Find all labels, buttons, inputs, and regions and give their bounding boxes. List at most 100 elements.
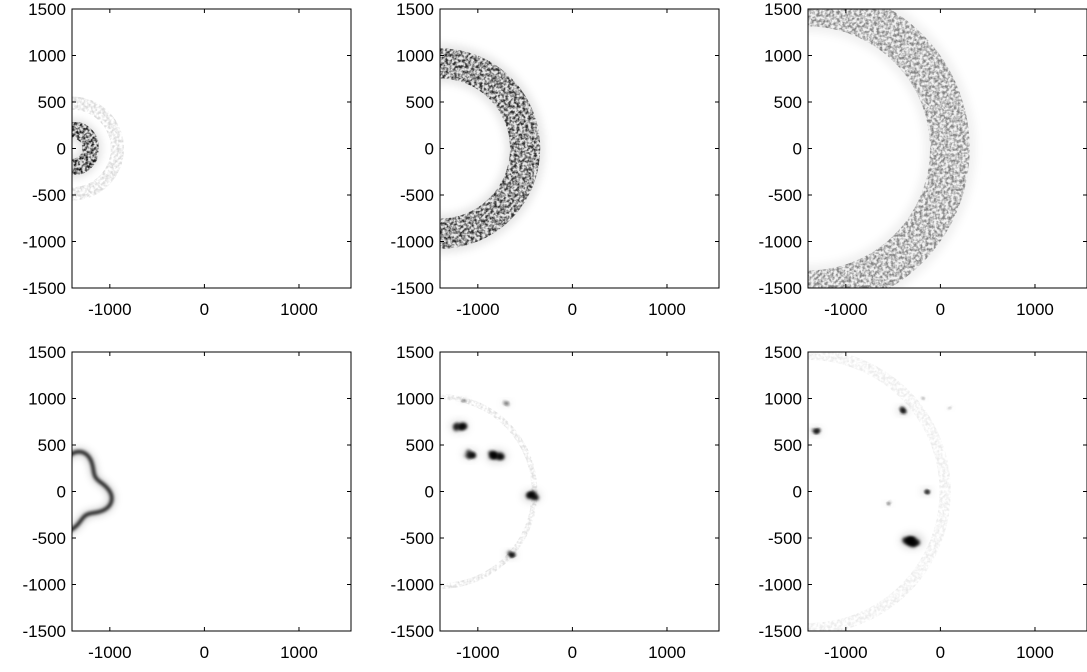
y-tick-label: 0: [793, 483, 802, 502]
x-tick-label: -1000: [824, 643, 867, 662]
y-tick-label: -1500: [23, 622, 66, 641]
intensity-map: [72, 448, 115, 533]
clump-blob: [466, 449, 473, 455]
clump-blob: [901, 409, 906, 414]
plot-background: [440, 9, 719, 288]
heatmap-panel-bottom-right: -1000 0 1000 1500 1000 500 0 -500 -1000 -1500: [759, 343, 1087, 662]
x-tick-label: 1000: [648, 643, 686, 662]
y-tick-label: -500: [32, 186, 66, 205]
x-tick-label: 1000: [1016, 643, 1054, 662]
heatmap-panel-bottom-left: -1000 0 1000 1500 1000 500 0 -500 -1000 -1500: [23, 343, 352, 662]
clump-blob: [509, 552, 515, 557]
y-tick-label: 0: [425, 140, 434, 159]
y-tick-label: -500: [32, 529, 66, 548]
y-tick-label: -1000: [759, 233, 802, 252]
x-tick-label: 0: [936, 643, 945, 662]
y-tick-label: 1000: [28, 390, 66, 409]
y-tick-label: 1000: [396, 390, 434, 409]
heatmap-panel-top-middle: -1000 0 1000 1500 1000 500 0 -500 -1000 -1500: [391, 0, 720, 319]
faint-halo: [72, 96, 125, 201]
y-tick-label: -1000: [23, 233, 66, 252]
faint-arc: [808, 352, 951, 631]
y-tick-label: -1000: [391, 576, 434, 595]
intensity-map: [808, 9, 976, 288]
clump-blob: [453, 425, 460, 431]
y-tick-label: -1000: [391, 233, 434, 252]
x-tick-label: -1000: [824, 300, 867, 319]
y-tick-label: 1000: [764, 390, 802, 409]
clump-blob: [949, 406, 952, 409]
x-tick-label: 0: [200, 643, 209, 662]
y-tick-label: 500: [774, 436, 802, 455]
x-tick-label: 1000: [280, 643, 318, 662]
x-tick-label: 0: [568, 643, 577, 662]
clump-blob: [888, 503, 891, 505]
wavy-ring: [72, 450, 114, 532]
clump-blob: [454, 423, 460, 428]
y-tick-label: 500: [406, 93, 434, 112]
y-tick-label: 500: [38, 436, 66, 455]
y-tick-label: -1000: [759, 576, 802, 595]
x-tick-label: 0: [568, 300, 577, 319]
y-tick-label: 1500: [28, 0, 66, 19]
clump-blob: [503, 402, 506, 405]
y-tick-label: 1500: [764, 343, 802, 362]
x-tick-label: 0: [200, 300, 209, 319]
clump-blob: [530, 494, 539, 501]
y-tick-label: 0: [57, 483, 66, 502]
y-tick-label: 500: [406, 436, 434, 455]
plot-background: [440, 352, 719, 631]
clump-blob: [815, 428, 821, 433]
y-tick-label: -1500: [391, 279, 434, 298]
y-tick-label: 500: [38, 93, 66, 112]
clump-blob: [900, 406, 904, 411]
clump-blob: [458, 423, 468, 430]
clump-blob: [921, 397, 924, 399]
heatmap-panel-bottom-middle: -1000 0 1000 1500 1000 500 0 -500 -1000 -1500: [391, 343, 720, 662]
clump-blob: [488, 451, 498, 459]
x-tick-label: 1000: [280, 300, 318, 319]
intensity-map: [808, 352, 953, 631]
x-tick-label: -1000: [456, 300, 499, 319]
y-tick-label: -1000: [23, 576, 66, 595]
y-tick-label: 1000: [28, 47, 66, 66]
x-tick-label: 1000: [648, 300, 686, 319]
y-tick-label: -500: [768, 186, 802, 205]
clump-blob: [467, 454, 472, 459]
clump-blob: [462, 400, 466, 402]
intensity-map: [440, 43, 545, 254]
y-tick-label: -1500: [759, 279, 802, 298]
y-tick-label: 1000: [764, 47, 802, 66]
y-tick-label: -500: [400, 186, 434, 205]
x-tick-label: 1000: [1016, 300, 1054, 319]
clump-blob: [924, 491, 929, 493]
x-tick-label: -1000: [88, 643, 131, 662]
ring-glow: [440, 43, 545, 254]
plot-background: [72, 352, 351, 631]
y-tick-label: 0: [57, 140, 66, 159]
y-tick-label: -500: [400, 529, 434, 548]
x-tick-label: -1000: [88, 300, 131, 319]
heatmap-panel-top-right: -1000 0 1000 1500 1000 500 0 -500 -1000 -1500: [759, 0, 1087, 319]
ring-glow: [808, 9, 976, 288]
y-tick-label: 1500: [764, 0, 802, 19]
y-tick-label: 500: [774, 93, 802, 112]
clump-blob: [948, 407, 951, 410]
heatmap-panel-top-left: -1000 0 1000 1500 1000 500 0 -500 -1000 -1500: [23, 0, 352, 319]
clump-blob: [504, 401, 509, 404]
y-tick-label: 1000: [396, 47, 434, 66]
clump-blob: [505, 402, 510, 406]
x-tick-label: 0: [936, 300, 945, 319]
clump-blob: [908, 538, 916, 543]
y-tick-label: 0: [793, 140, 802, 159]
y-tick-label: 0: [425, 483, 434, 502]
clump-blob: [886, 502, 889, 505]
y-tick-label: 1500: [28, 343, 66, 362]
y-tick-label: -1500: [23, 279, 66, 298]
x-tick-label: -1000: [456, 643, 499, 662]
y-tick-label: -1500: [391, 622, 434, 641]
y-tick-label: 1500: [396, 343, 434, 362]
y-tick-label: -500: [768, 529, 802, 548]
y-tick-label: 1500: [396, 0, 434, 19]
